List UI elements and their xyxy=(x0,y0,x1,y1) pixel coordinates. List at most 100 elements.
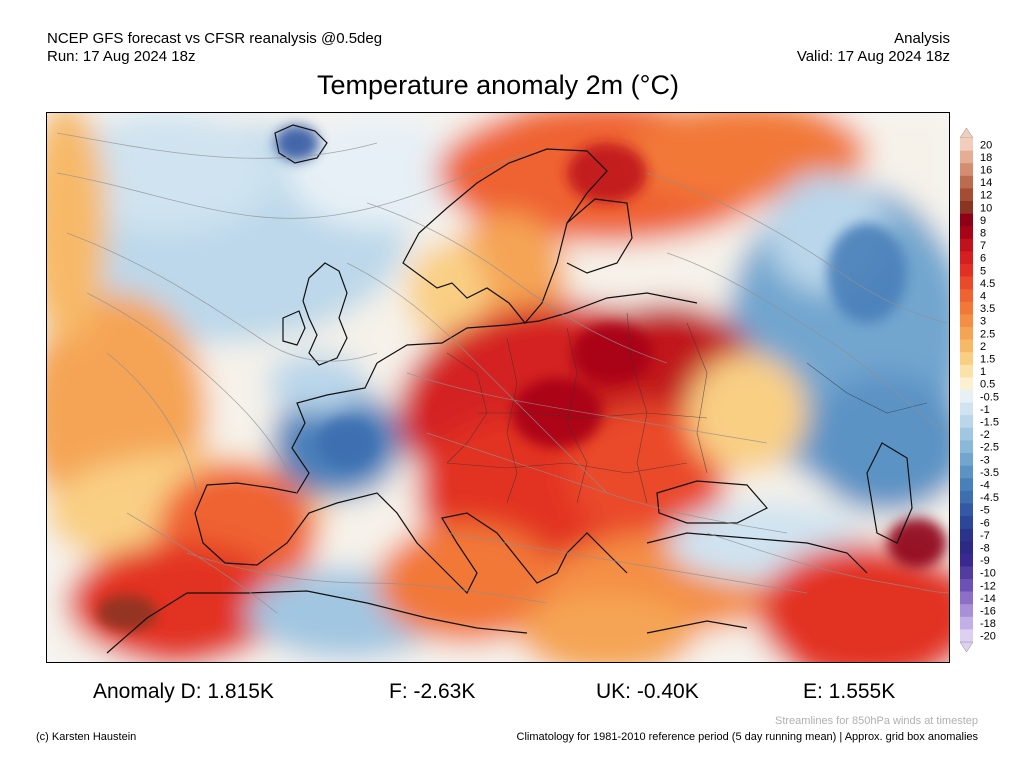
colorbar-top-arrow xyxy=(959,128,974,139)
anomaly-europe: E: 1.555K xyxy=(803,680,896,703)
colorbar-swatch xyxy=(960,213,973,227)
colorbar-label: 8 xyxy=(980,228,986,240)
colorbar-swatch xyxy=(960,415,973,429)
colorbar-swatch xyxy=(960,188,973,202)
colorbar: 201816141210987654.543.532.521.510.5-0.5… xyxy=(959,128,999,652)
colorbar-label: -3.5 xyxy=(980,467,999,479)
colorbar-label: 10 xyxy=(980,202,992,214)
colorbar-label: 3 xyxy=(980,316,986,328)
colorbar-swatch xyxy=(960,604,973,618)
colorbar-label: 4.5 xyxy=(980,278,995,290)
colorbar-swatch xyxy=(960,138,973,151)
colorbar-label: 7 xyxy=(980,240,986,252)
colorbar-label: -3 xyxy=(980,454,990,466)
colorbar-swatch xyxy=(960,402,973,416)
streamlines-note: Streamlines for 850hPa winds at timestep xyxy=(775,715,978,727)
colorbar-swatch xyxy=(960,553,973,567)
colorbar-swatch xyxy=(960,528,973,542)
colorbar-swatch xyxy=(960,327,973,340)
colorbar-swatch xyxy=(960,478,973,492)
wind-streamlines xyxy=(56,132,949,614)
model-description: NCEP GFS forecast vs CFSR reanalysis @0.… xyxy=(47,30,383,47)
anomaly-france: F: -2.63K xyxy=(389,680,476,703)
anomaly-germany: Anomaly D: 1.815K xyxy=(93,680,274,703)
colorbar-swatch xyxy=(960,150,973,164)
colorbar-label: 4 xyxy=(980,291,986,303)
colorbar-swatch xyxy=(960,440,973,454)
colorbar-label: -8 xyxy=(980,543,990,555)
colorbar-swatch xyxy=(960,301,973,315)
colorbar-label: 9 xyxy=(980,215,986,227)
colorbar-swatch xyxy=(960,175,973,189)
anomaly-uk: UK: -0.40K xyxy=(596,680,699,703)
colorbar-label: 14 xyxy=(980,177,992,189)
colorbar-swatch xyxy=(960,541,973,555)
colorbar-swatch xyxy=(960,579,973,592)
country-borders xyxy=(446,312,928,504)
colorbar-label: 16 xyxy=(980,165,992,177)
colorbar-label: 2.5 xyxy=(980,328,995,340)
colorbar-swatch xyxy=(960,516,973,529)
colorbar-label: 3.5 xyxy=(980,303,995,315)
colorbar-swatch xyxy=(960,465,973,479)
colorbar-swatch xyxy=(960,163,973,177)
colorbar-swatch xyxy=(960,314,973,328)
header-left: NCEP GFS forecast vs CFSR reanalysis @0.… xyxy=(47,30,382,66)
colorbar-swatch xyxy=(960,616,973,630)
header-right: Analysis Valid: 17 Aug 2024 18z xyxy=(797,30,950,66)
colorbar-label: -7 xyxy=(980,530,990,542)
colorbar-swatch xyxy=(960,566,973,580)
colorbar-swatch xyxy=(960,201,973,214)
colorbar-swatch xyxy=(960,591,973,605)
colorbar-swatch xyxy=(960,264,973,277)
colorbar-label: -16 xyxy=(980,606,996,618)
run-time: Run: 17 Aug 2024 18z xyxy=(47,48,196,65)
colorbar-label: -18 xyxy=(980,618,996,630)
colorbar-swatch xyxy=(960,377,973,391)
colorbar-swatch xyxy=(960,251,973,265)
anomaly-extremes xyxy=(97,125,947,631)
colorbar-swatch xyxy=(960,427,973,441)
climatology-note: Climatology for 1981-2010 reference peri… xyxy=(516,731,978,743)
colorbar-label: -12 xyxy=(980,580,996,592)
colorbar-swatch xyxy=(960,453,973,466)
colorbar-swatch xyxy=(960,289,973,303)
colorbar-label: -5 xyxy=(980,505,990,517)
colorbar-label: -9 xyxy=(980,555,990,567)
map-canvas xyxy=(47,113,949,662)
copyright: (c) Karsten Haustein xyxy=(36,731,137,743)
map-title: Temperature anomaly 2m (°C) xyxy=(317,70,679,100)
colorbar-label: -1 xyxy=(980,404,990,416)
colorbar-label: 1.5 xyxy=(980,354,995,366)
colorbar-swatch xyxy=(960,276,973,290)
colorbar-swatch xyxy=(960,503,973,517)
colorbar-label: -20 xyxy=(980,631,996,643)
colorbar-label: -2.5 xyxy=(980,442,999,454)
colorbar-swatch xyxy=(960,364,973,378)
colorbar-label: -6 xyxy=(980,517,990,529)
valid-time: Valid: 17 Aug 2024 18z xyxy=(796,48,950,65)
colorbar-label: 12 xyxy=(980,190,992,202)
colorbar-label: 18 xyxy=(980,152,992,164)
colorbar-bottom-arrow xyxy=(959,641,974,652)
colorbar-label: 0.5 xyxy=(980,379,995,391)
colorbar-label: 2 xyxy=(980,341,986,353)
colorbar-swatch xyxy=(960,238,973,252)
coastlines xyxy=(106,124,913,654)
colorbar-label: -1.5 xyxy=(980,417,999,429)
colorbar-label: -0.5 xyxy=(980,391,999,403)
colorbar-label: 6 xyxy=(980,253,986,265)
anomaly-field xyxy=(47,113,949,662)
colorbar-label: 20 xyxy=(980,139,992,151)
colorbar-swatch xyxy=(960,490,973,504)
colorbar-label: -10 xyxy=(980,568,996,580)
colorbar-label: 5 xyxy=(980,265,986,277)
colorbar-label: -14 xyxy=(980,593,996,605)
colorbar-swatch xyxy=(960,226,973,240)
colorbar-swatch xyxy=(960,629,973,643)
colorbar-swatch xyxy=(960,339,973,353)
colorbar-label: -4 xyxy=(980,480,990,492)
colorbar-swatch xyxy=(960,352,973,366)
colorbar-label: 1 xyxy=(980,366,986,378)
anomaly-map xyxy=(46,112,950,663)
